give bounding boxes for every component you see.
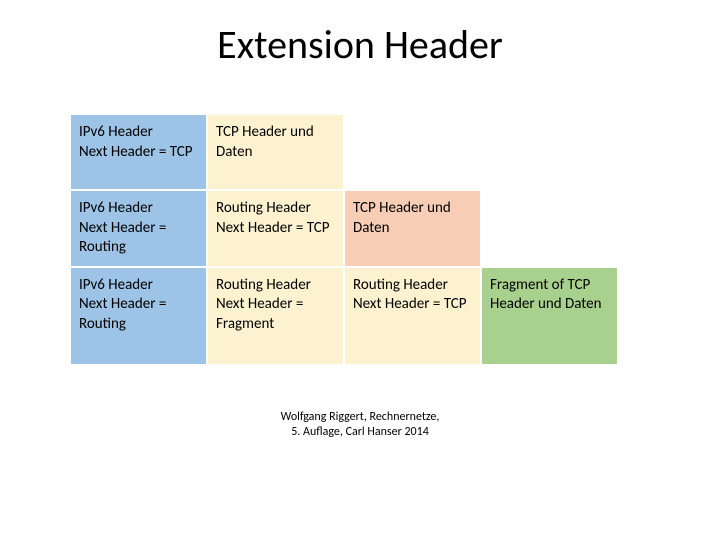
cell-routing: Routing Header Next Header = Fragment (207, 267, 344, 365)
table-row: IPv6 Header Next Header = Routing Routin… (70, 267, 618, 365)
cell-fragment: Fragment of TCP Header und Daten (481, 267, 618, 365)
cell-tcp: TCP Header und Daten (207, 114, 344, 190)
cell-routing: Routing Header Next Header = TCP (207, 190, 344, 267)
footer: Wolfgang Riggert, Rechnernetze, 5. Aufla… (281, 410, 440, 441)
footer-line2: 5. Auflage, Carl Hanser 2014 (281, 425, 440, 441)
cell-ipv6: IPv6 Header Next Header = Routing (70, 267, 207, 365)
footer-line1: Wolfgang Riggert, Rechnernetze, (281, 410, 440, 426)
table-row: IPv6 Header Next Header = Routing Routin… (70, 190, 618, 267)
header-table: IPv6 Header Next Header = TCP TCP Header… (70, 114, 618, 365)
cell-tcp: TCP Header und Daten (344, 190, 481, 267)
cell-ipv6: IPv6 Header Next Header = Routing (70, 190, 207, 267)
page-title: Extension Header (0, 20, 720, 69)
cell-routing: Routing Header Next Header = TCP (344, 267, 481, 365)
cell-ipv6: IPv6 Header Next Header = TCP (70, 114, 207, 190)
table-row: IPv6 Header Next Header = TCP TCP Header… (70, 114, 618, 190)
